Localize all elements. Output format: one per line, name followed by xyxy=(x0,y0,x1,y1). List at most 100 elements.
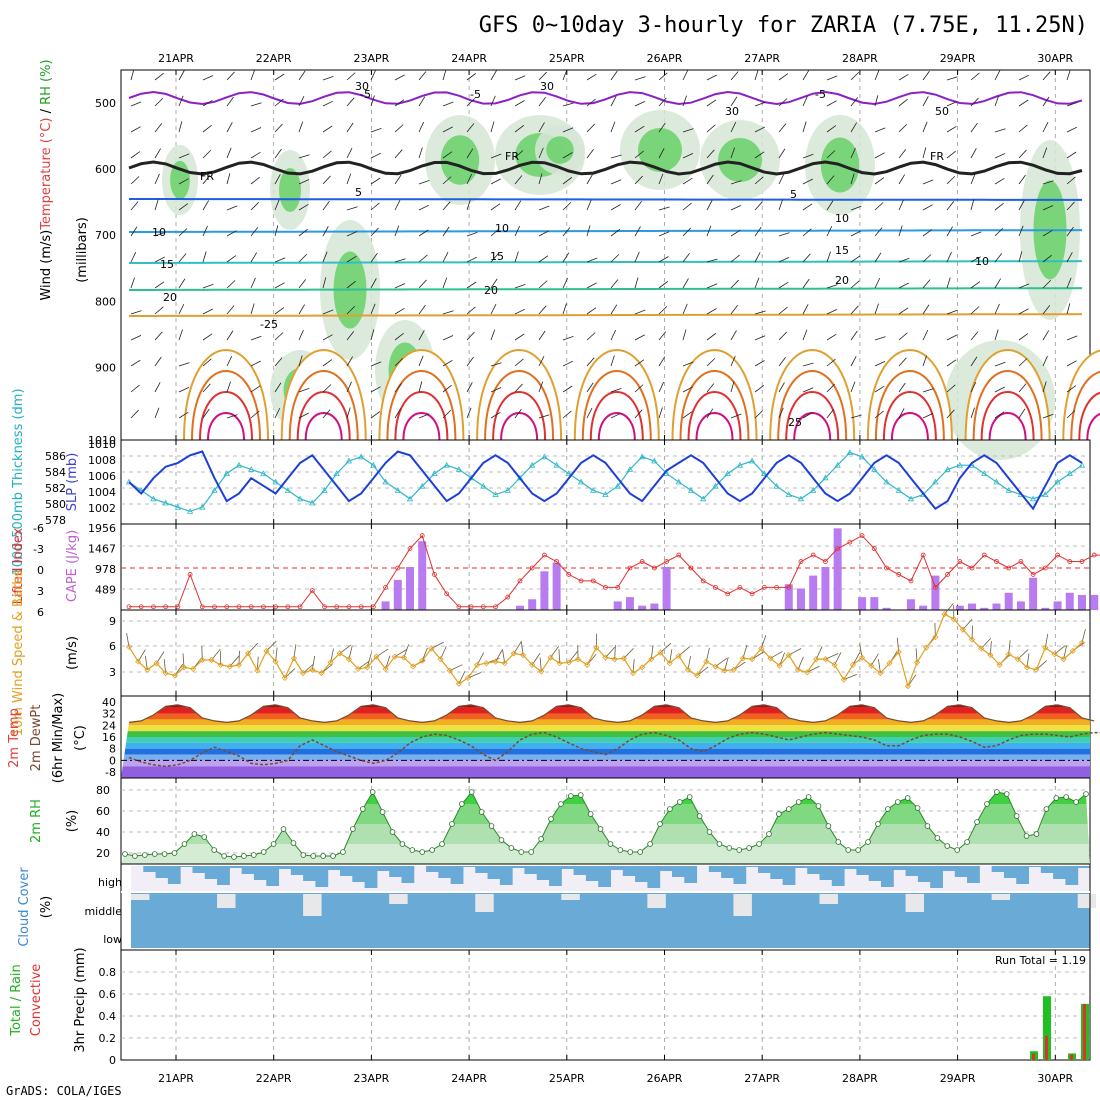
cloud-high-bar xyxy=(278,866,292,869)
wind-barb xyxy=(202,383,211,393)
wind-barb xyxy=(322,277,327,289)
wind10-point xyxy=(886,660,893,667)
wind-barb xyxy=(154,281,165,289)
temp-band xyxy=(121,713,1090,720)
wind10-point xyxy=(923,644,930,651)
wind10-point xyxy=(153,660,160,667)
wind-barb xyxy=(826,284,838,289)
wind-barb xyxy=(514,150,524,159)
wind-barb xyxy=(1066,335,1078,341)
rh-point xyxy=(181,841,188,847)
wind-barb xyxy=(250,69,256,81)
wind-barb xyxy=(562,152,573,159)
cloud-high-bar xyxy=(327,866,341,870)
wind-barb xyxy=(706,333,717,341)
wind-barb xyxy=(250,102,262,107)
wind-barb xyxy=(850,305,859,315)
lifted-index-point xyxy=(138,604,144,610)
temp-tick: 24 xyxy=(102,719,116,732)
wind-barb xyxy=(682,95,687,107)
thickness-point xyxy=(810,487,817,493)
temp-contour-lobe xyxy=(687,391,742,441)
wind-barb xyxy=(922,70,930,81)
thickness-ylabel-text: 1000-500mb Thickness (dm) xyxy=(11,388,26,575)
wind10-barb xyxy=(696,666,709,676)
wind-barb xyxy=(418,254,428,263)
lifted-index-point xyxy=(273,604,279,610)
rh-point xyxy=(577,792,584,798)
cloud-high-bar xyxy=(1077,866,1091,868)
wind-barb xyxy=(466,382,473,393)
wind-barb xyxy=(610,154,622,159)
wind10-point xyxy=(419,657,426,664)
wind-barb xyxy=(394,74,405,81)
wind-barb xyxy=(538,330,546,341)
wind-barb xyxy=(394,225,400,237)
wind-barb xyxy=(250,385,261,393)
wind-barb xyxy=(226,147,232,159)
wind10-point xyxy=(932,633,939,641)
minmax-ylabel: (6hr Min/Max) xyxy=(51,693,66,783)
wind-barb xyxy=(1018,333,1029,341)
rh-point xyxy=(835,839,842,845)
wind-barb xyxy=(514,100,525,107)
rh-band xyxy=(121,804,1090,824)
wind-barb xyxy=(442,409,452,419)
wind-barb xyxy=(1066,303,1071,315)
pressure-tick-label: 900 xyxy=(95,361,116,374)
cloud-high-bar xyxy=(524,866,538,874)
contour-label: 10 xyxy=(152,226,166,239)
wind-barb xyxy=(826,125,837,133)
wind-barb xyxy=(466,123,475,133)
wind10-point xyxy=(1005,651,1012,658)
cloud-high-bar xyxy=(438,866,452,878)
wind-barb xyxy=(370,278,377,289)
wind-barb xyxy=(970,256,981,263)
cloud-high-bar xyxy=(684,866,698,883)
wind10-point xyxy=(620,655,627,662)
cloud-mid-gap xyxy=(991,894,1011,900)
wind-barb xyxy=(202,308,213,315)
wind-barb xyxy=(1018,149,1027,159)
thickness-point xyxy=(626,466,634,472)
date-label: 24APR xyxy=(451,1072,487,1085)
contour-label: 15 xyxy=(160,258,174,271)
date-label: 29APR xyxy=(940,52,976,65)
wind-barb xyxy=(370,361,382,367)
lifted-index-point xyxy=(212,604,217,610)
temp-contour-lobe xyxy=(280,349,367,441)
wind10-point xyxy=(1033,666,1040,673)
wind-barb xyxy=(1042,254,1052,263)
wind10-barb xyxy=(1017,649,1029,660)
wind10-point xyxy=(776,662,783,669)
rh-point xyxy=(597,826,604,832)
thickness-point xyxy=(260,470,267,476)
isotherm-line xyxy=(128,90,1083,106)
rh-panel: 80 60 40 20 2m RH (%) xyxy=(29,777,1091,865)
wind-barb xyxy=(538,173,543,185)
cloud-high-bar xyxy=(389,866,402,877)
thickness-point xyxy=(675,478,682,485)
wind10-point xyxy=(290,655,298,662)
wind-barb xyxy=(754,151,765,159)
wind-barb xyxy=(274,225,279,237)
wind-barb xyxy=(706,258,718,263)
isotherm-line xyxy=(128,160,1083,176)
isotherm-line xyxy=(129,287,1083,291)
rh-point xyxy=(716,841,723,847)
wind-barb xyxy=(730,180,742,185)
contour-label: -5 xyxy=(815,88,826,101)
wind10-point xyxy=(840,676,847,683)
wind-barb xyxy=(1042,279,1052,289)
wind-barb xyxy=(850,280,860,289)
wind-barb xyxy=(658,281,669,289)
wind10-point xyxy=(382,665,389,673)
wind-barb xyxy=(778,148,786,159)
lifted-index-point xyxy=(383,584,388,590)
cape-bar xyxy=(625,597,634,610)
thickness-tick: 584 xyxy=(45,466,66,479)
temp-contour-lobe xyxy=(890,412,929,441)
wind-barb xyxy=(274,98,284,107)
thickness-point xyxy=(541,453,548,460)
wind-barb xyxy=(634,251,640,263)
